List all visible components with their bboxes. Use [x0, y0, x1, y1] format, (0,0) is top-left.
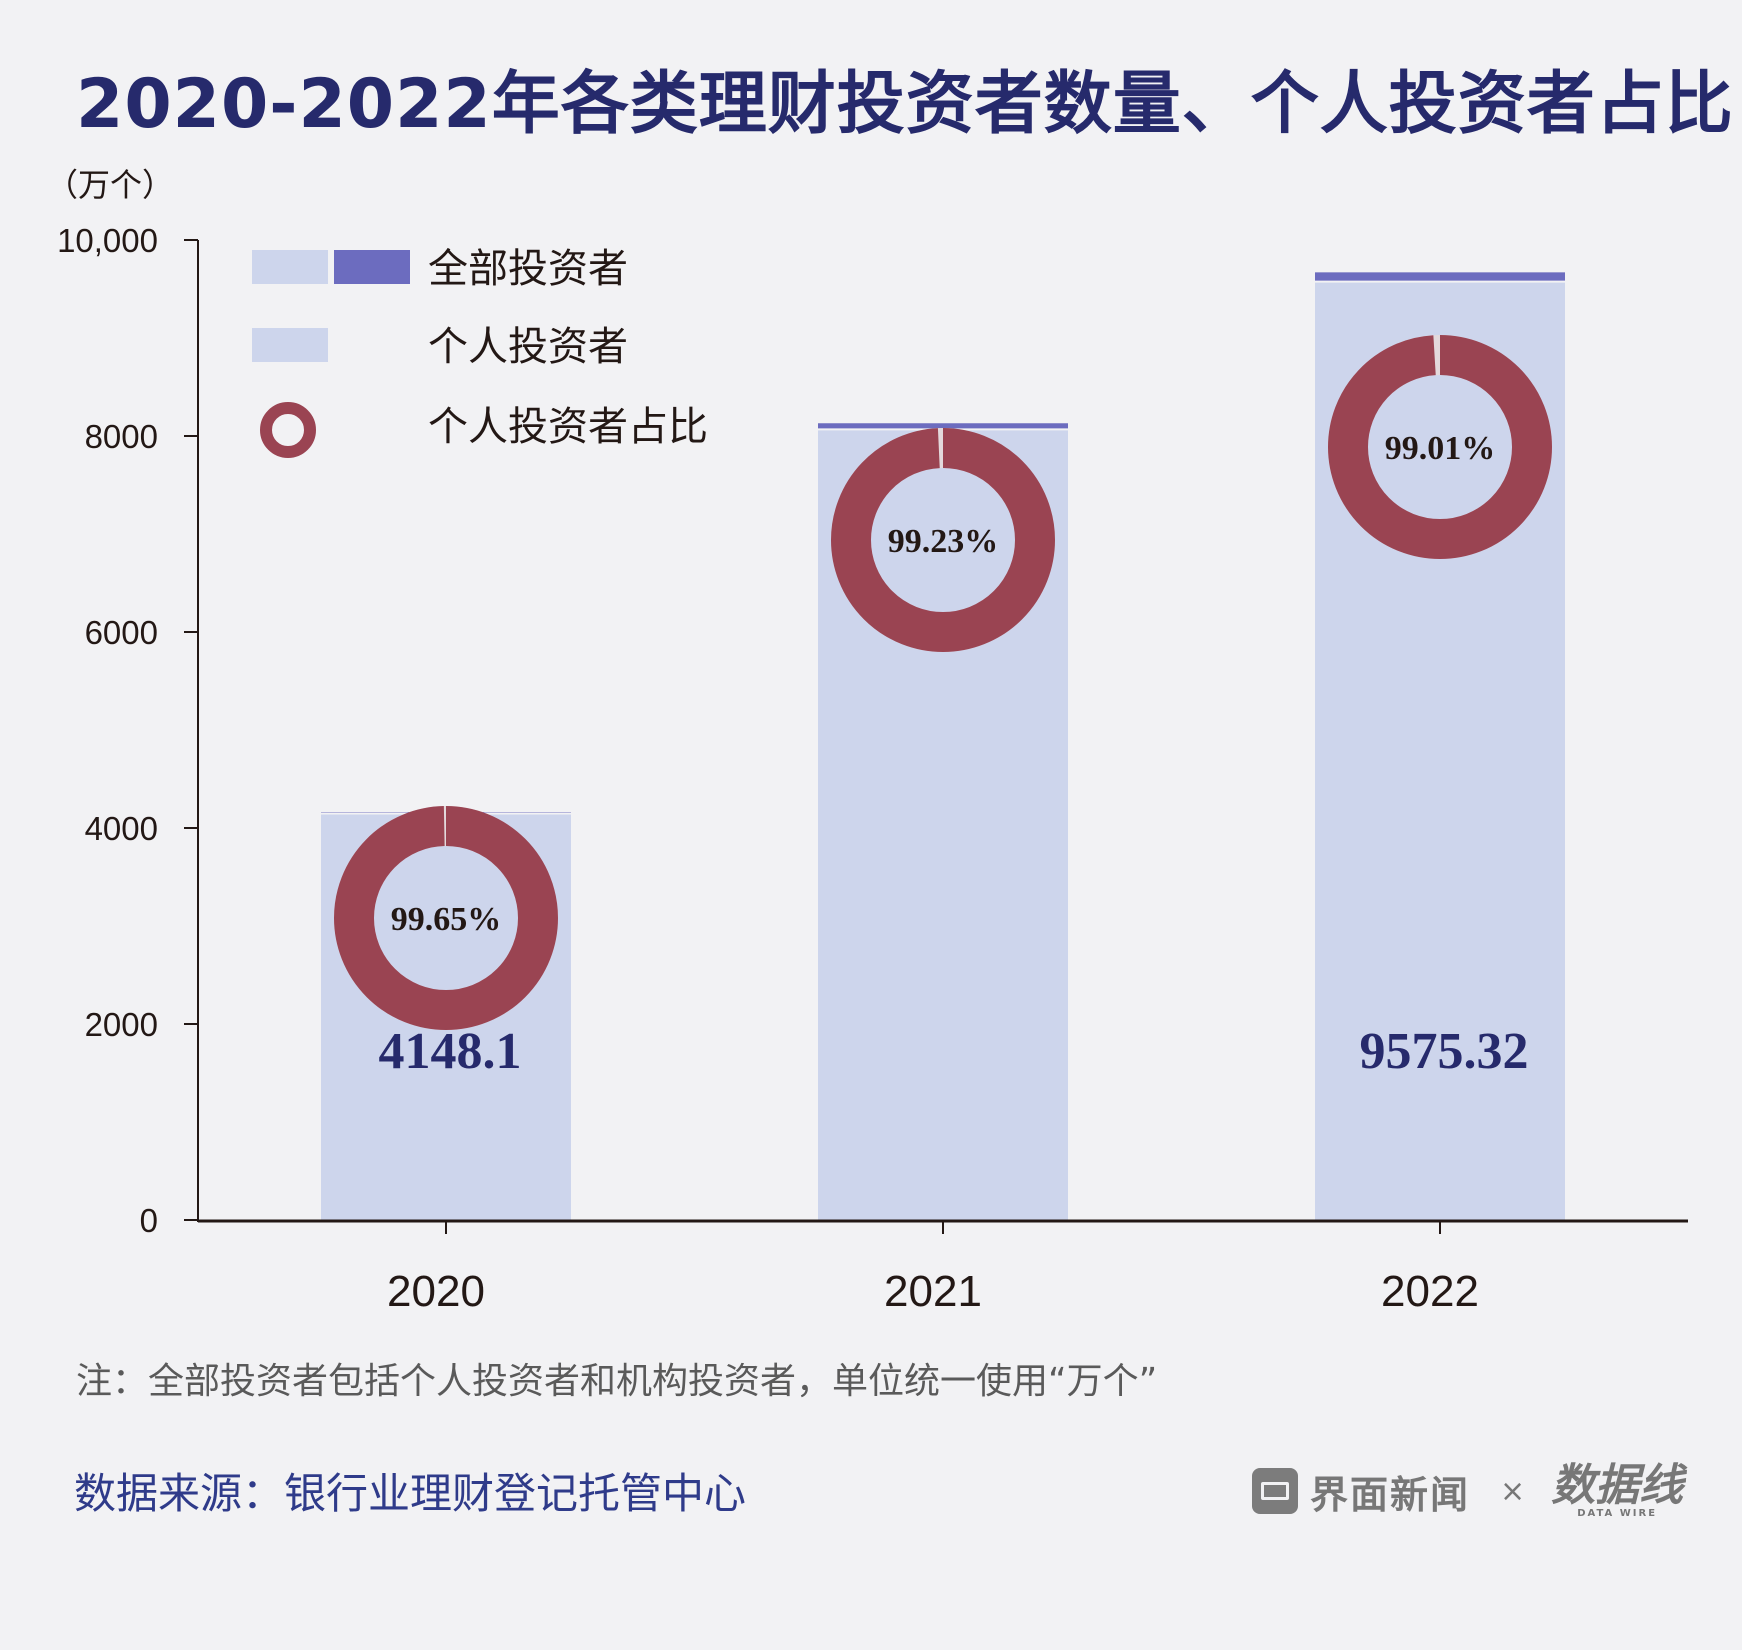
brand-credit: 界面新闻 × 数据线 DATA WIRE [1252, 1456, 1683, 1526]
share-label-2021: 99.23% [888, 523, 999, 560]
legend-label-individual: 个人投资者 [428, 324, 628, 370]
x-tick-label-2021: 2021 [884, 1267, 982, 1316]
brand-name: 界面新闻 [1310, 1472, 1471, 1517]
y-tick-label-6000: 6000 [85, 614, 158, 651]
legend-label-total: 全部投资者 [428, 246, 628, 292]
y-tick-label-10000: 10,000 [57, 222, 158, 259]
legend-swatch-share [260, 402, 316, 458]
value-label-2022: 9575.32 [1360, 1023, 1529, 1080]
share-ring-2021 [831, 428, 1055, 652]
share-ring-2022 [1328, 335, 1552, 559]
y-unit-label: （万个） [46, 167, 174, 203]
x-tick-label-2022: 2022 [1381, 1267, 1479, 1316]
brand-separator: × [1500, 1473, 1526, 1509]
datawire-logo: 数据线 DATA WIRE [1551, 1459, 1684, 1519]
jiemian-logo-icon [1252, 1468, 1298, 1514]
datawire-logo-text: 数据线 [1551, 1459, 1684, 1511]
legend-swatch-total-dark [334, 250, 410, 284]
value-label-2020: 4148.1 [379, 1023, 522, 1080]
y-tick-label-4000: 4000 [85, 810, 158, 847]
legend-swatch-individual [252, 328, 328, 362]
chart-note: 注：全部投资者包括个人投资者和机构投资者，单位统一使用“万个” [76, 1361, 1158, 1402]
legend-swatch-total-light [252, 250, 328, 284]
datawire-logo-subtext: DATA WIRE [1577, 1507, 1658, 1519]
share-label-2022: 99.01% [1385, 430, 1496, 467]
y-tick-label-0: 0 [140, 1202, 158, 1239]
data-source: 数据来源：银行业理财登记托管中心 [74, 1469, 747, 1518]
bar-chart: （万个） 0 2000 4000 6000 8000 10,000 2020 2021 2022 9… [46, 167, 1688, 1316]
x-tick-label-2020: 2020 [387, 1267, 485, 1316]
chart-title: 2020-2022年各类理财投资者数量、个人投资者占比 [76, 65, 1734, 144]
bar-total-2021 [818, 423, 1068, 430]
legend-label-share: 个人投资者占比 [428, 404, 708, 450]
share-ring-2020 [334, 806, 558, 1030]
y-tick-label-8000: 8000 [85, 418, 158, 455]
bar-total-2022 [1315, 272, 1565, 282]
y-tick-label-2000: 2000 [85, 1006, 158, 1043]
share-label-2020: 99.65% [391, 901, 502, 938]
